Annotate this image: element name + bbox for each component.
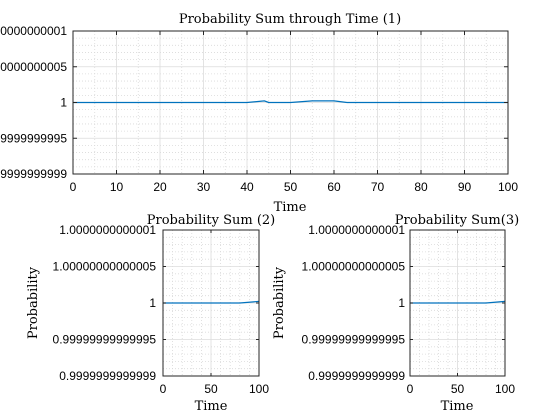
x-tick-label-1-10: 100 — [498, 180, 518, 194]
chart-title-3: Probability Sum(3) — [395, 213, 519, 228]
x-tick-label-1-6: 60 — [327, 180, 341, 194]
y-ticks-1: 1.0000000000001 1.00000000000005 1 0.999999… — [0, 24, 508, 181]
y-tick-label-1-3: 0.99999999999995 — [0, 131, 67, 145]
y-tick-label-3-1: 1.00000000000005 — [302, 260, 406, 274]
x-tick-label-3-2: 100 — [495, 382, 515, 396]
y-tick-label-1-4: 0.9999999999999 — [0, 167, 67, 181]
x-tick-label-2-1: 50 — [204, 382, 218, 396]
y-tick-label-3-3: 0.99999999999995 — [302, 333, 406, 347]
x-axis-label-3: Time — [441, 399, 474, 414]
chart-panel-1: Probability Sum through Time (1) 0 10 20 30… — [0, 12, 518, 215]
x-axis-label-2: Time — [195, 399, 228, 414]
x-tick-label-3-1: 50 — [451, 382, 465, 396]
chart-panel-2: Probability Sum (2) 0 50 100 1.00000000000… — [26, 213, 275, 414]
x-tick-label-3-0: 0 — [407, 382, 414, 396]
x-tick-label-1-3: 30 — [197, 180, 211, 194]
x-ticks-3: 0 50 100 — [407, 230, 515, 396]
chart-title-2: Probability Sum (2) — [147, 213, 276, 228]
x-tick-label-1-0: 0 — [70, 180, 77, 194]
x-ticks-2: 0 50 100 — [160, 230, 269, 396]
x-tick-label-1-7: 70 — [371, 180, 385, 194]
y-tick-label-3-4: 0.9999999999999 — [308, 369, 405, 383]
series-line-path-2 — [163, 300, 260, 304]
y-axis-label-3: Probability — [272, 266, 287, 339]
x-tick-label-1-1: 10 — [110, 180, 124, 194]
y-tick-label-2-3: 0.99999999999995 — [53, 333, 157, 347]
chart-panel-3: Probability Sum(3) 0 50 100 1.000000000000… — [272, 213, 519, 414]
y-tick-label-2-2: 1 — [149, 296, 156, 310]
x-tick-label-1-5: 50 — [284, 180, 298, 194]
y-tick-label-1-0: 1.0000000000001 — [0, 24, 67, 38]
y-tick-label-3-2: 1 — [398, 296, 405, 310]
chart-title-1: Probability Sum through Time (1) — [179, 12, 401, 27]
x-axis-label-1: Time — [274, 200, 307, 215]
x-tick-label-1-4: 40 — [240, 180, 254, 194]
x-tick-label-1-2: 20 — [153, 180, 167, 194]
y-tick-label-2-1: 1.00000000000005 — [53, 260, 157, 274]
y-tick-label-2-4: 0.9999999999999 — [59, 369, 156, 383]
series-line-path-1 — [73, 100, 508, 104]
x-tick-label-1-8: 80 — [414, 180, 428, 194]
x-tick-label-1-9: 90 — [458, 180, 472, 194]
x-tick-label-2-0: 0 — [160, 382, 167, 396]
series-line-path-3 — [410, 300, 506, 304]
y-tick-label-1-2: 1 — [60, 96, 67, 110]
series-line-3 — [410, 300, 506, 304]
y-tick-label-3-0: 1.0000000000001 — [308, 223, 405, 237]
x-tick-label-2-2: 100 — [249, 382, 269, 396]
series-line-1 — [73, 100, 508, 104]
x-ticks-1: 0 10 20 30 40 50 60 70 80 90 100 — [70, 31, 518, 194]
y-ticks-2: 1.0000000000001 1.00000000000005 1 0.999999… — [53, 223, 259, 383]
y-axis-label-2: Probability — [26, 266, 41, 339]
y-tick-label-2-0: 1.0000000000001 — [59, 223, 156, 237]
series-line-2 — [163, 300, 260, 304]
y-ticks-3: 1.0000000000001 1.00000000000005 1 0.999999… — [302, 223, 505, 383]
y-tick-label-1-1: 1.00000000000005 — [0, 60, 67, 74]
